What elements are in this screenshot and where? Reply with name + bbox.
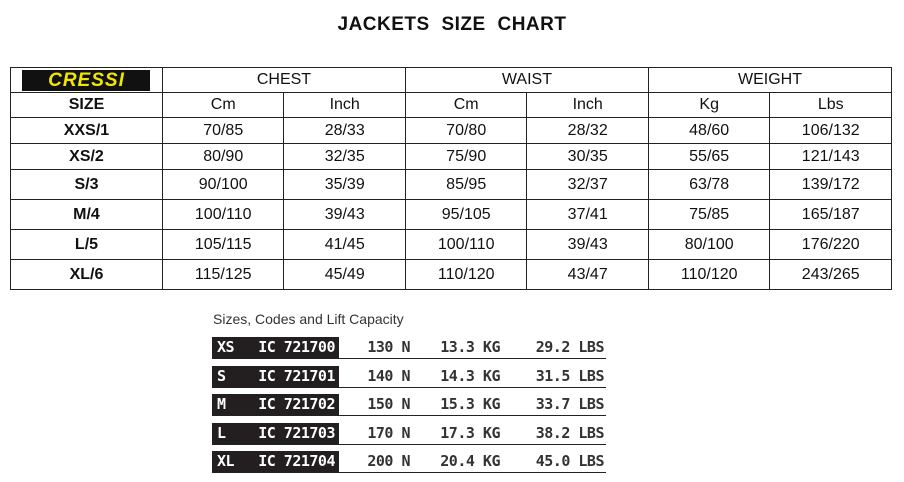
product-code: IC 721703 — [258, 423, 335, 442]
lift-size: XS — [217, 338, 235, 356]
value-cell: 28/33 — [283, 117, 406, 144]
unit-header: Kg — [647, 92, 771, 118]
logo-cell: CRESSI — [10, 67, 163, 93]
value-cell: 39/43 — [526, 229, 649, 260]
size-header: SIZE — [10, 92, 163, 118]
lift-size: L — [217, 423, 226, 442]
size-cell: S/3 — [10, 169, 163, 200]
value-cell: 70/80 — [404, 117, 528, 144]
value-cell: 110/120 — [647, 259, 771, 290]
value-cell: 95/105 — [404, 199, 528, 230]
size-code-badge: S IC 721701 — [212, 365, 339, 387]
value-cell: 110/120 — [404, 259, 528, 290]
value-cell: 85/95 — [404, 169, 528, 200]
unit-header: Lbs — [769, 92, 892, 118]
lift-lbs: 31.5 LBS — [535, 366, 605, 385]
size-cell: XL/6 — [10, 259, 163, 290]
lift-row: L IC 721703 170 N 17.3 KG 38.2 LBS — [212, 422, 606, 445]
lift-size: S — [217, 366, 226, 385]
lift-newtons: 140 N — [367, 366, 410, 385]
lift-row: XL IC 721704 200 N 20.4 KG 45.0 LBS — [212, 451, 606, 473]
value-cell: 121/143 — [769, 143, 892, 170]
lift-lbs: 38.2 LBS — [535, 423, 605, 442]
lift-title: Sizes, Codes and Lift Capacity — [213, 311, 404, 327]
lift-newtons: 170 N — [367, 423, 410, 442]
size-code-badge: XS IC 721700 — [212, 337, 339, 358]
size-code-badge: M IC 721702 — [212, 394, 339, 415]
value-cell: 105/115 — [161, 229, 285, 260]
value-cell: 39/43 — [283, 199, 406, 230]
size-cell: L/5 — [10, 229, 163, 260]
value-cell: 80/90 — [161, 143, 285, 170]
unit-header: Inch — [526, 92, 649, 118]
value-cell: 115/125 — [161, 259, 285, 290]
lift-size: M — [217, 395, 226, 413]
value-cell: 90/100 — [161, 169, 285, 200]
value-cell: 70/85 — [161, 117, 285, 144]
lift-kg: 20.4 KG — [440, 452, 500, 470]
value-cell: 63/78 — [647, 169, 771, 200]
unit-header: Cm — [161, 92, 285, 118]
lift-kg: 14.3 KG — [440, 366, 500, 385]
size-cell: XXS/1 — [10, 117, 163, 144]
product-code: IC 721704 — [258, 452, 335, 470]
table-row: M/4 100/110 39/43 95/105 37/41 75/85 165/187 — [10, 199, 892, 230]
lift-newtons: 130 N — [367, 338, 410, 356]
table-row: XS/2 80/90 32/35 75/90 30/35 55/65 121/143 — [10, 143, 892, 170]
lift-row: S IC 721701 140 N 14.3 KG 31.5 LBS — [212, 365, 606, 388]
page-title: JACKETS SIZE CHART — [337, 14, 567, 35]
value-cell: 75/90 — [404, 143, 528, 170]
product-code: IC 721702 — [258, 395, 335, 413]
lift-row: XS IC 721700 130 N 13.3 KG 29.2 LBS — [212, 337, 606, 359]
size-cell: XS/2 — [10, 143, 163, 170]
table-row: XL/6 115/125 45/49 110/120 43/47 110/120 243/2… — [10, 259, 892, 290]
product-code: IC 721700 — [258, 338, 335, 356]
group-waist: WAIST — [404, 67, 649, 93]
value-cell: 28/32 — [526, 117, 649, 144]
value-cell: 55/65 — [647, 143, 771, 170]
value-cell: 106/132 — [769, 117, 892, 144]
value-cell: 176/220 — [769, 229, 892, 260]
size-cell: M/4 — [10, 199, 163, 230]
lift-kg: 17.3 KG — [440, 423, 500, 442]
group-chest: CHEST — [161, 67, 406, 93]
table-row: L/5 105/115 41/45 100/110 39/43 80/100 176/220 — [10, 229, 892, 260]
value-cell: 165/187 — [769, 199, 892, 230]
value-cell: 48/60 — [647, 117, 771, 144]
value-cell: 32/37 — [526, 169, 649, 200]
unit-header: Inch — [283, 92, 406, 118]
lift-newtons: 200 N — [367, 452, 410, 470]
value-cell: 32/35 — [283, 143, 406, 170]
value-cell: 35/39 — [283, 169, 406, 200]
unit-header: Cm — [404, 92, 528, 118]
lift-kg: 13.3 KG — [440, 338, 500, 356]
cressi-logo: CRESSI — [22, 69, 151, 91]
value-cell: 100/110 — [161, 199, 285, 230]
table-row: S/3 90/100 35/39 85/95 32/37 63/78 139/172 — [10, 169, 892, 200]
value-cell: 139/172 — [769, 169, 892, 200]
value-cell: 45/49 — [283, 259, 406, 290]
value-cell: 37/41 — [526, 199, 649, 230]
product-code: IC 721701 — [258, 366, 335, 385]
value-cell: 80/100 — [647, 229, 771, 260]
value-cell: 75/85 — [647, 199, 771, 230]
value-cell: 243/265 — [769, 259, 892, 290]
lift-lbs: 29.2 LBS — [535, 338, 605, 356]
value-cell: 43/47 — [526, 259, 649, 290]
size-code-badge: L IC 721703 — [212, 422, 339, 444]
lift-kg: 15.3 KG — [440, 395, 500, 413]
size-chart-table: CRESSI CHEST WAIST WEIGHT SIZE Cm Inch C… — [10, 67, 893, 290]
lift-row: M IC 721702 150 N 15.3 KG 33.7 LBS — [212, 394, 606, 416]
value-cell: 41/45 — [283, 229, 406, 260]
lift-newtons: 150 N — [367, 395, 410, 413]
lift-capacity-table: XS IC 721700 130 N 13.3 KG 29.2 LBS S IC 72170… — [212, 337, 606, 480]
group-weight: WEIGHT — [647, 67, 893, 93]
value-cell: 30/35 — [526, 143, 649, 170]
value-cell: 100/110 — [404, 229, 528, 260]
lift-lbs: 45.0 LBS — [535, 452, 605, 470]
lift-size: XL — [217, 452, 235, 470]
size-code-badge: XL IC 721704 — [212, 451, 339, 472]
lift-lbs: 33.7 LBS — [535, 395, 605, 413]
table-row: XXS/1 70/85 28/33 70/80 28/32 48/60 106/132 — [10, 117, 892, 144]
